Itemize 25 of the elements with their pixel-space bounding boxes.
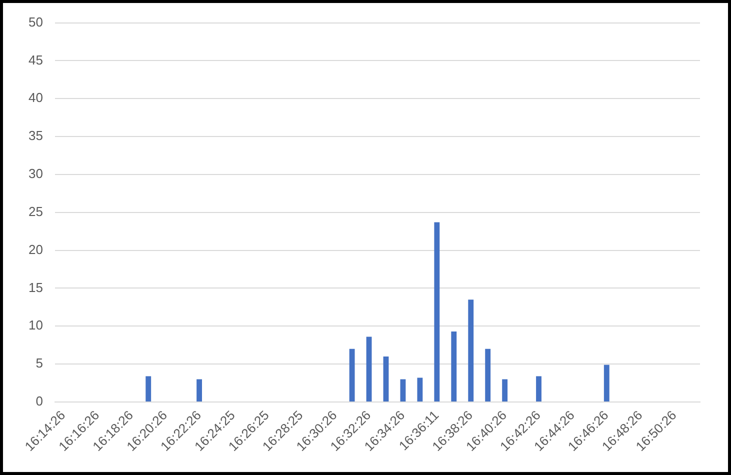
bar (451, 331, 457, 402)
bar (400, 379, 406, 402)
bar (349, 348, 355, 402)
bar (604, 364, 610, 402)
bar (434, 222, 440, 402)
bar (468, 300, 474, 402)
bar (383, 356, 389, 402)
bar (502, 379, 508, 402)
y-tick-label: 45 (28, 52, 43, 68)
bar (366, 336, 372, 402)
bar (196, 379, 202, 402)
y-tick-label: 5 (36, 356, 43, 371)
y-tick-label: 15 (28, 280, 43, 295)
y-tick-label: 25 (28, 204, 43, 219)
y-tick-label: 0 (36, 394, 43, 409)
y-tick-label: 10 (28, 318, 43, 333)
bar (417, 378, 423, 402)
bar (146, 376, 152, 402)
bar (485, 348, 491, 402)
bar (536, 376, 542, 402)
y-tick-label: 35 (28, 128, 43, 144)
y-tick-label: 30 (28, 166, 43, 182)
y-tick-label: 50 (28, 14, 43, 30)
y-tick-label: 20 (28, 242, 43, 257)
y-tick-label: 40 (28, 90, 43, 106)
